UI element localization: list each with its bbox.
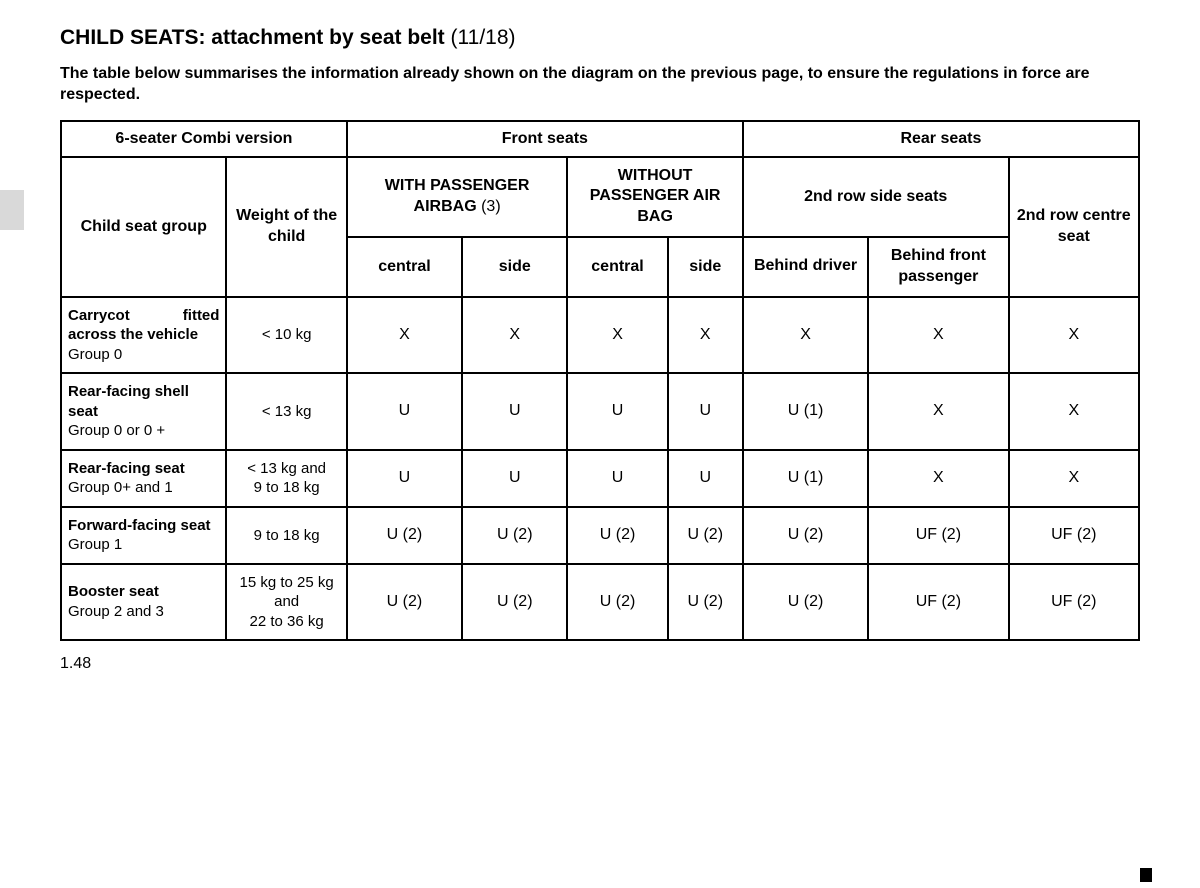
page-side-tab <box>0 190 24 230</box>
group-bold: Rear-facing seat <box>68 460 185 477</box>
cell-c1: X <box>347 297 462 374</box>
hdr-behind-driver: Behind driver <box>743 237 868 297</box>
table-row: Carrycot fitted across the vehicle Group… <box>61 297 1139 374</box>
hdr-2nd-row-side: 2nd row side seats <box>743 157 1009 237</box>
weight-b: 22 to 36 kg <box>250 613 324 630</box>
cell-c1: U <box>347 450 462 507</box>
hdr-2nd-row-centre: 2nd row centre seat <box>1009 157 1139 297</box>
cell-group: Rear-facing shell seat Group 0 or 0 + <box>61 373 226 450</box>
child-seat-table: 6-seater Combi version Front seats Rear … <box>60 120 1140 641</box>
cell-c2: U (2) <box>462 564 567 641</box>
group-bold: Carrycot fitted across the vehicle <box>68 307 219 344</box>
cell-c1: U <box>347 373 462 450</box>
cell-c5: U (1) <box>743 373 868 450</box>
hdr-version: 6-seater Combi version <box>61 121 347 157</box>
group-plain: Group 1 <box>68 536 122 553</box>
hdr-with-airbag-line2: AIRBAG <box>414 198 477 215</box>
cell-c2: U (2) <box>462 507 567 564</box>
hdr-with-airbag-note: (3) <box>477 198 501 215</box>
title-suffix: (11/18) <box>451 26 516 49</box>
cell-c4: U (2) <box>668 564 743 641</box>
hdr-rear-seats: Rear seats <box>743 121 1139 157</box>
hdr-central-1: central <box>347 237 462 297</box>
cell-c4: X <box>668 297 743 374</box>
cell-c7: UF (2) <box>1009 507 1139 564</box>
cell-c3: U (2) <box>567 507 667 564</box>
page-title: CHILD SEATS: attachment by seat belt (11… <box>60 26 1140 50</box>
group-plain: Group 0 <box>68 346 122 363</box>
cell-c6: X <box>868 450 1008 507</box>
page-number: 1.48 <box>60 655 1140 673</box>
group-plain: Group 0+ and 1 <box>68 479 173 496</box>
cell-group: Forward-facing seat Group 1 <box>61 507 226 564</box>
cell-weight: 15 kg to 25 kg and 22 to 36 kg <box>226 564 346 641</box>
cell-c4: U <box>668 373 743 450</box>
group-plain: Group 2 and 3 <box>68 603 164 620</box>
cell-c3: X <box>567 297 667 374</box>
cell-c7: X <box>1009 297 1139 374</box>
weight-b: 9 to 18 kg <box>254 479 320 496</box>
hdr-side-2: side <box>668 237 743 297</box>
cell-c5: U (2) <box>743 564 868 641</box>
cell-group: Carrycot fitted across the vehicle Group… <box>61 297 226 374</box>
hdr-with-airbag: WITH PASSENGER AIRBAG (3) <box>347 157 568 237</box>
cell-c2: U <box>462 373 567 450</box>
hdr-without-airbag: WITHOUT PASSENGER AIR BAG <box>567 157 742 237</box>
group-bold: Forward-facing seat <box>68 517 211 534</box>
cell-c5: X <box>743 297 868 374</box>
cell-c3: U <box>567 373 667 450</box>
cell-c7: UF (2) <box>1009 564 1139 641</box>
crop-mark-icon <box>1140 868 1152 882</box>
cell-c7: X <box>1009 450 1139 507</box>
hdr-central-2: central <box>567 237 667 297</box>
cell-c2: U <box>462 450 567 507</box>
page-subtitle: The table below summarises the informati… <box>60 64 1140 106</box>
cell-c1: U (2) <box>347 564 462 641</box>
weight-a: 15 kg to 25 kg and <box>240 574 334 611</box>
cell-c5: U (1) <box>743 450 868 507</box>
cell-weight: < 10 kg <box>226 297 346 374</box>
hdr-with-airbag-line1: WITH PASSENGER <box>385 177 530 194</box>
table-header-row-1: 6-seater Combi version Front seats Rear … <box>61 121 1139 157</box>
table-row: Booster seat Group 2 and 3 15 kg to 25 k… <box>61 564 1139 641</box>
cell-c6: X <box>868 373 1008 450</box>
cell-c6: X <box>868 297 1008 374</box>
cell-weight: < 13 kg and 9 to 18 kg <box>226 450 346 507</box>
cell-c3: U (2) <box>567 564 667 641</box>
title-main: CHILD SEATS: attachment by seat belt <box>60 26 445 49</box>
group-plain: Group 0 or 0 + <box>68 422 165 439</box>
cell-c1: U (2) <box>347 507 462 564</box>
table-row: Rear-facing shell seat Group 0 or 0 + < … <box>61 373 1139 450</box>
cell-c4: U <box>668 450 743 507</box>
group-bold: Rear-facing shell seat <box>68 383 189 420</box>
cell-c5: U (2) <box>743 507 868 564</box>
cell-weight: < 13 kg <box>226 373 346 450</box>
weight-a: < 13 kg and <box>247 460 326 477</box>
cell-c2: X <box>462 297 567 374</box>
hdr-weight: Weight of the child <box>226 157 346 297</box>
table-row: Rear-facing seat Group 0+ and 1 < 13 kg … <box>61 450 1139 507</box>
hdr-child-group: Child seat group <box>61 157 226 297</box>
cell-c3: U <box>567 450 667 507</box>
cell-c6: UF (2) <box>868 564 1008 641</box>
cell-c4: U (2) <box>668 507 743 564</box>
group-bold: Booster seat <box>68 583 159 600</box>
cell-group: Booster seat Group 2 and 3 <box>61 564 226 641</box>
hdr-side-1: side <box>462 237 567 297</box>
table-header-row-2: Child seat group Weight of the child WIT… <box>61 157 1139 237</box>
cell-c7: X <box>1009 373 1139 450</box>
hdr-behind-front-passenger: Behind front passenger <box>868 237 1008 297</box>
cell-weight: 9 to 18 kg <box>226 507 346 564</box>
cell-group: Rear-facing seat Group 0+ and 1 <box>61 450 226 507</box>
cell-c6: UF (2) <box>868 507 1008 564</box>
hdr-front-seats: Front seats <box>347 121 743 157</box>
table-row: Forward-facing seat Group 1 9 to 18 kg U… <box>61 507 1139 564</box>
